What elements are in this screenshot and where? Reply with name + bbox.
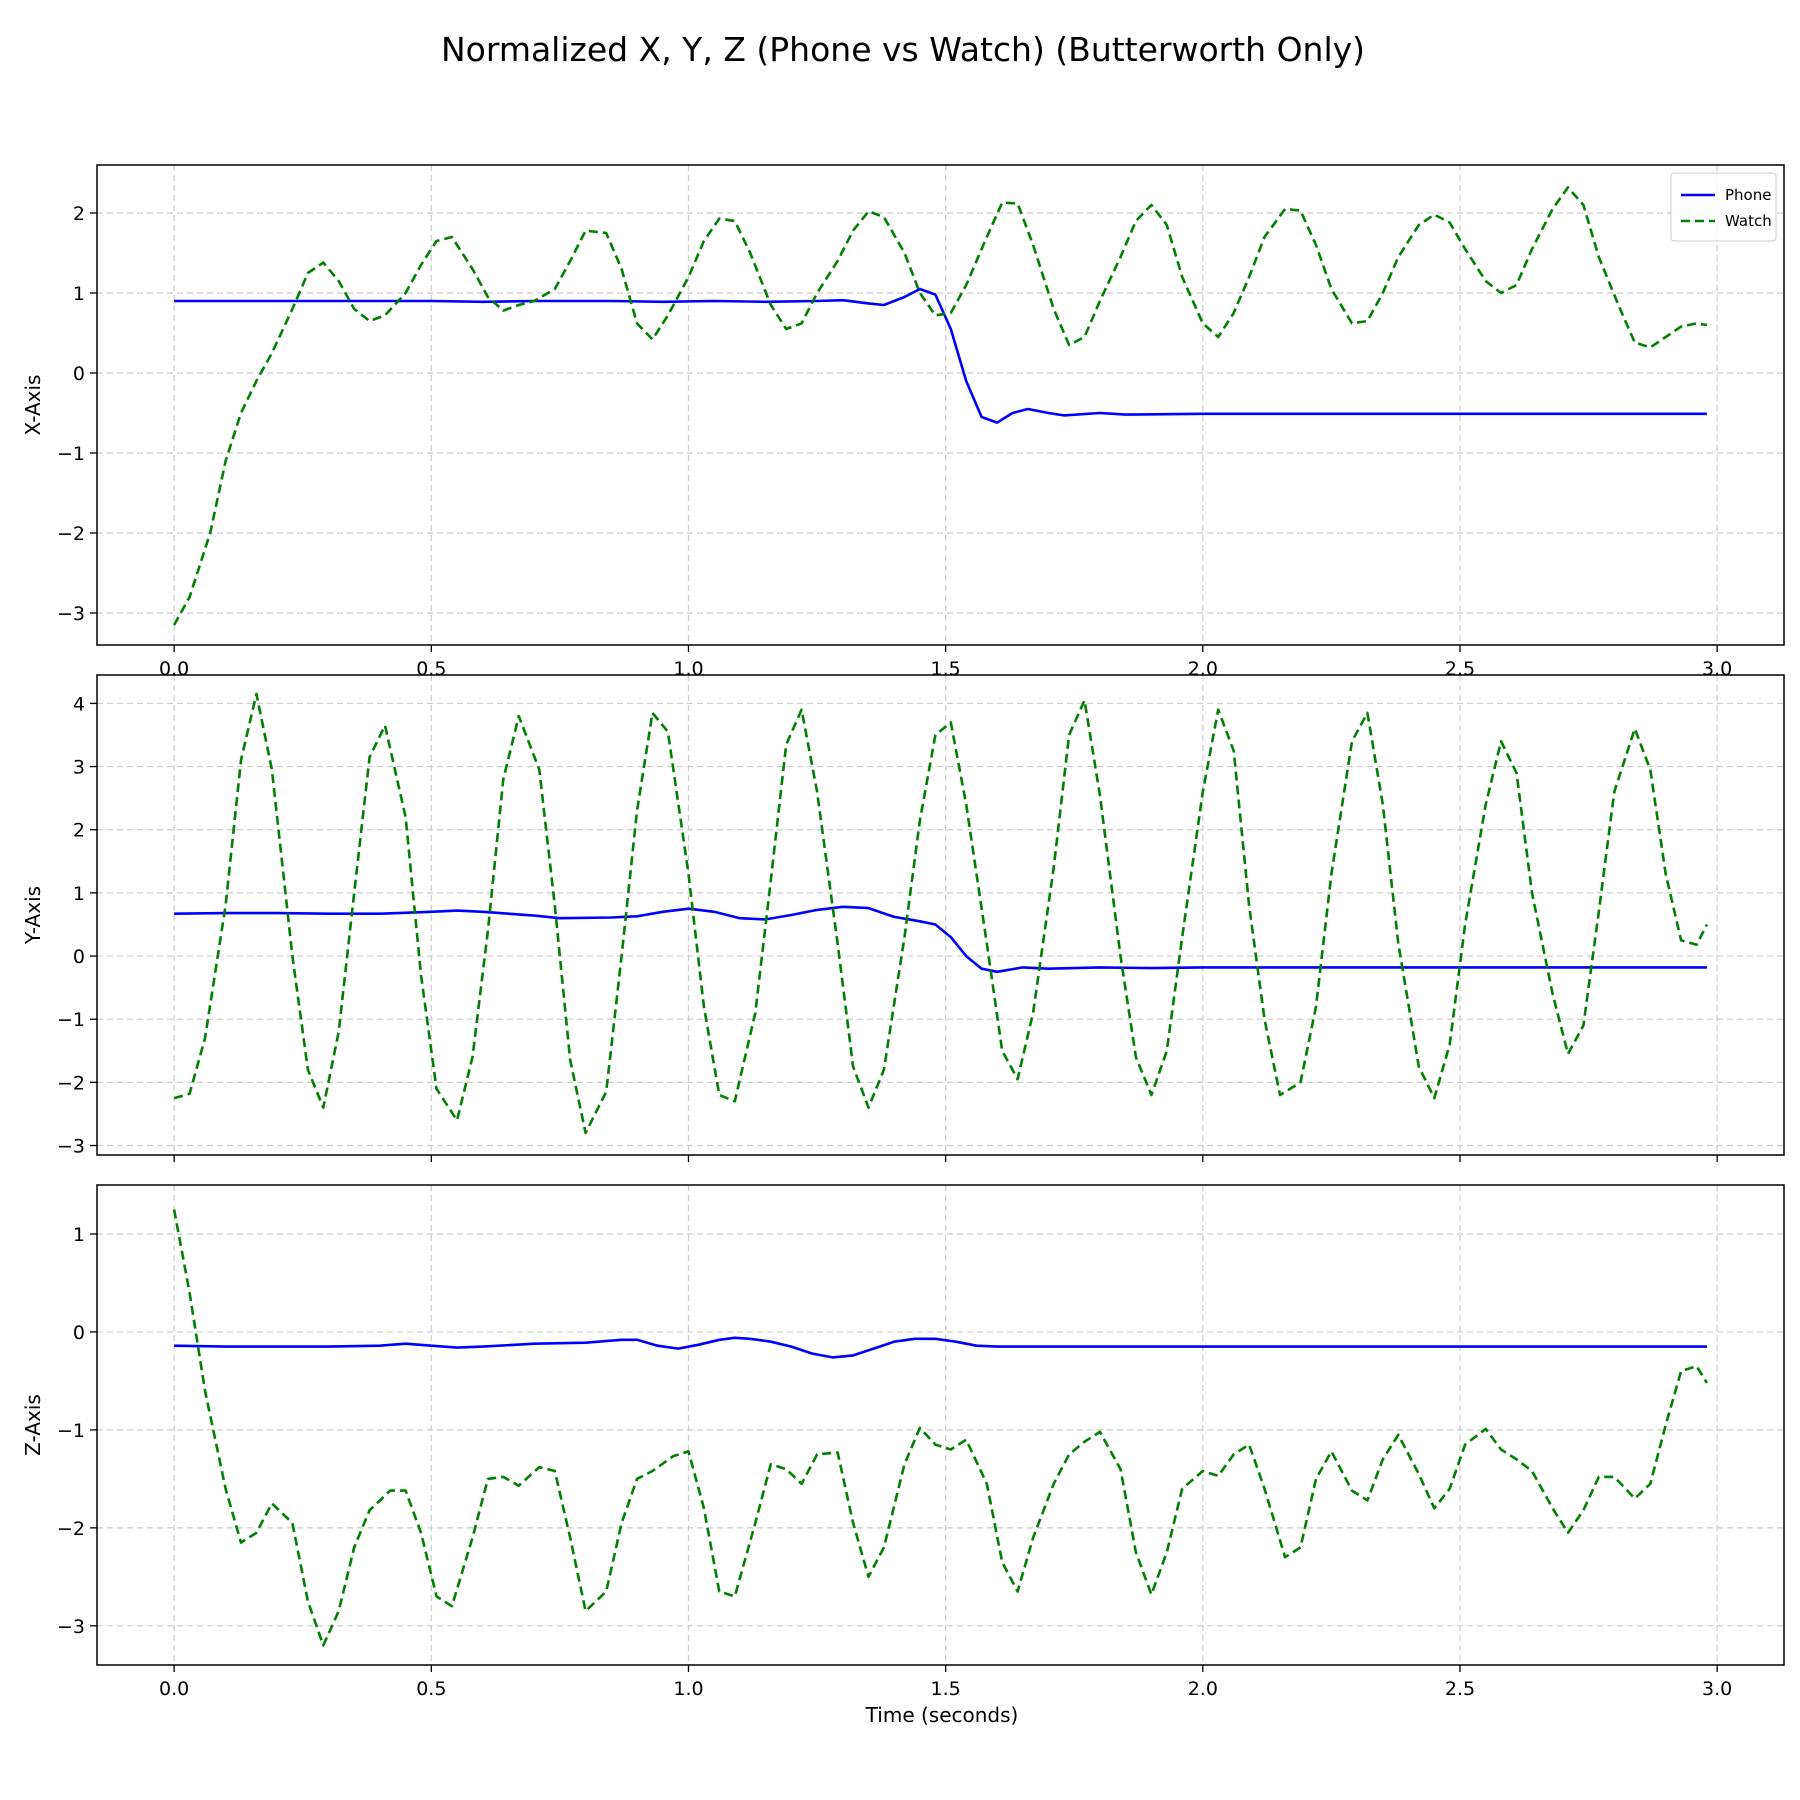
y-tick-label: 2: [73, 820, 85, 842]
legend: Phone Watch: [1670, 172, 1777, 242]
y-tick-label: −2: [57, 1518, 85, 1540]
y-axis-label: X-Axis: [21, 375, 45, 436]
x-axis-label: Time (seconds): [865, 1703, 1019, 1727]
y-tick-label: −3: [57, 1616, 85, 1638]
y-tick-label: −1: [57, 1420, 85, 1442]
series-line-watch: [172, 186, 1708, 626]
series-line-phone: [174, 287, 1707, 424]
subplot-3: 0.0 0.5 1.0 1.5 2.0 2.5 3.0 −3 −2 −1 0 1 Z-Axis: [21, 1184, 1785, 1700]
y-axis-label: Z-Axis: [21, 1394, 45, 1456]
x-tick-label: 2.0: [1188, 1678, 1218, 1700]
series-line-phone: [174, 905, 1707, 974]
y-tick-label: 2: [73, 203, 85, 225]
y-tick-label: −2: [57, 523, 85, 545]
subplot-1: 0.0 0.5 1.0 1.5 2.0 2.5 3.0−3−2−1012X-AxisPhon…: [21, 164, 1785, 680]
axes-frame: [96, 674, 1785, 1156]
axes-frame: [96, 164, 1785, 646]
y-tick-label: 0: [73, 363, 85, 385]
legend-box: [1670, 172, 1777, 242]
x-tick-label: 0.5: [416, 1678, 446, 1700]
y-tick-label: −3: [57, 603, 85, 625]
series-line-watch: [173, 692, 1709, 1135]
axes-frame: [96, 1184, 1785, 1666]
y-tick-label: 1: [73, 283, 85, 305]
y-tick-label: 0: [73, 1322, 85, 1344]
figure-title: Normalized X, Y, Z (Phone vs Watch) (But…: [441, 30, 1365, 69]
subplots: 0.0 0.5 1.0 1.5 2.0 2.5 3.0 −3 −2 −1 0 1 2 X-Axis Phon…: [21, 164, 1785, 1700]
x-tick-label: 2.5: [1445, 1678, 1475, 1700]
x-tick-label: 3.0: [1702, 1678, 1732, 1700]
y-tick-label: −3: [57, 1136, 85, 1158]
y-tick-label: −1: [57, 1009, 85, 1031]
y-tick-label: 4: [73, 693, 85, 715]
y-tick-label: −2: [57, 1072, 85, 1094]
subplot-2: −3 −2 −1 0 1 2 3 4 Y-Axis: [21, 674, 1785, 1162]
series-line-phone: [174, 1336, 1707, 1359]
x-tick-label: 1.0: [673, 1678, 703, 1700]
x-tick-label: 0.0: [159, 1678, 189, 1700]
y-tick-label: −1: [57, 443, 85, 465]
y-tick-label: 3: [73, 757, 85, 779]
legend-label-watch: Watch: [1725, 212, 1772, 230]
x-tick-label: 1.5: [931, 1678, 961, 1700]
y-tick-label: 1: [73, 883, 85, 905]
y-axis-label: Y-Axis: [21, 886, 45, 945]
y-tick-label: 1: [73, 1224, 85, 1246]
legend-label-phone: Phone: [1725, 186, 1771, 204]
y-tick-label: 0: [73, 946, 85, 968]
